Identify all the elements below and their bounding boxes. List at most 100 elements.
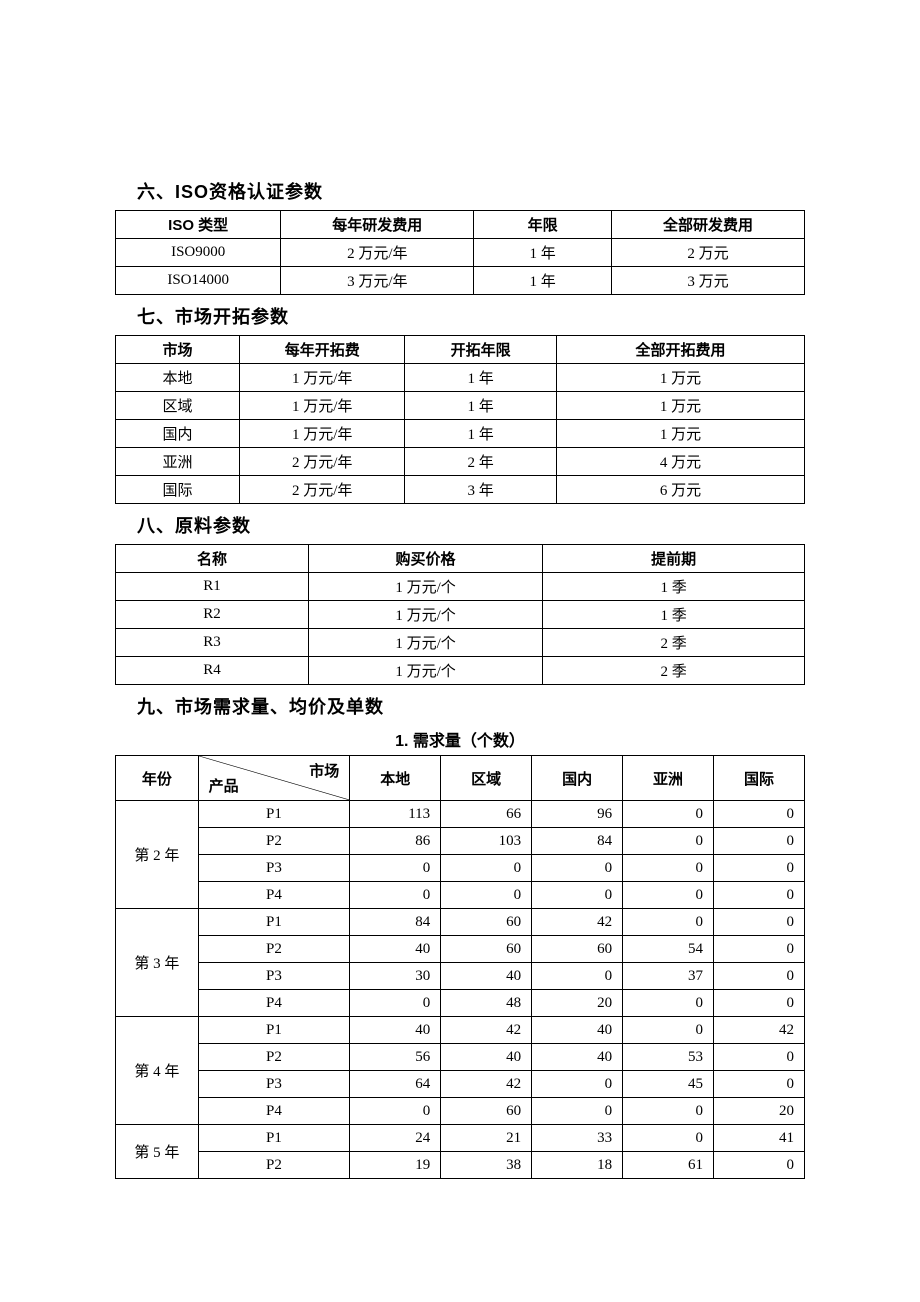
table-row: 国际2 万元/年3 年6 万元 bbox=[116, 476, 805, 504]
section6-heading: 六、ISO资格认证参数 bbox=[137, 178, 805, 204]
market-col-header: 国际 bbox=[714, 756, 805, 801]
value-cell: 42 bbox=[441, 1017, 532, 1044]
market-col-header: 国内 bbox=[532, 756, 623, 801]
product-cell: P2 bbox=[198, 1044, 350, 1071]
value-cell: 60 bbox=[532, 936, 623, 963]
column-header: 每年研发费用 bbox=[281, 211, 474, 239]
market-col-header: 区域 bbox=[441, 756, 532, 801]
value-cell: 48 bbox=[441, 990, 532, 1017]
product-cell: P3 bbox=[198, 1071, 350, 1098]
value-cell: 0 bbox=[532, 855, 623, 882]
table-cell: 1 万元/个 bbox=[308, 657, 542, 685]
column-header: 名称 bbox=[116, 545, 309, 573]
value-cell: 0 bbox=[350, 990, 441, 1017]
table-cell: 1 万元/年 bbox=[240, 364, 405, 392]
diagonal-header: 市场 产品 bbox=[198, 756, 350, 801]
market-col-header: 亚洲 bbox=[623, 756, 714, 801]
value-cell: 0 bbox=[714, 909, 805, 936]
diagonal-bottom-label: 产品 bbox=[209, 775, 239, 796]
table-cell: 1 年 bbox=[474, 239, 612, 267]
table-cell: 1 万元/个 bbox=[308, 601, 542, 629]
table-cell: 3 万元/年 bbox=[281, 267, 474, 295]
value-cell: 30 bbox=[350, 963, 441, 990]
value-cell: 42 bbox=[441, 1071, 532, 1098]
table-cell: 本地 bbox=[116, 364, 240, 392]
value-cell: 0 bbox=[350, 882, 441, 909]
table-cell: 区域 bbox=[116, 392, 240, 420]
table-row: P400000 bbox=[116, 882, 805, 909]
column-header: 提前期 bbox=[543, 545, 805, 573]
table-cell: 3 万元 bbox=[612, 267, 805, 295]
value-cell: 60 bbox=[441, 1098, 532, 1125]
year-cell: 第 5 年 bbox=[116, 1125, 199, 1179]
product-cell: P1 bbox=[198, 1125, 350, 1152]
table-row: 第 5 年P1242133041 bbox=[116, 1125, 805, 1152]
column-header: 购买价格 bbox=[308, 545, 542, 573]
value-cell: 96 bbox=[532, 801, 623, 828]
value-cell: 0 bbox=[623, 909, 714, 936]
table-cell: 2 万元/年 bbox=[240, 476, 405, 504]
value-cell: 40 bbox=[532, 1017, 623, 1044]
table-cell: 1 万元 bbox=[556, 420, 804, 448]
column-header: 市场 bbox=[116, 336, 240, 364]
table-cell: 1 年 bbox=[405, 420, 557, 448]
value-cell: 0 bbox=[623, 1098, 714, 1125]
value-cell: 113 bbox=[350, 801, 441, 828]
year-cell: 第 2 年 bbox=[116, 801, 199, 909]
table-row: 第 2 年P1113669600 bbox=[116, 801, 805, 828]
table-cell: 3 年 bbox=[405, 476, 557, 504]
value-cell: 84 bbox=[350, 909, 441, 936]
value-cell: 0 bbox=[714, 801, 805, 828]
table-cell: 4 万元 bbox=[556, 448, 804, 476]
table-row: P330400370 bbox=[116, 963, 805, 990]
table-cell: 1 年 bbox=[474, 267, 612, 295]
table-cell: 2 年 bbox=[405, 448, 557, 476]
table-row: 第 3 年P184604200 bbox=[116, 909, 805, 936]
table-cell: R2 bbox=[116, 601, 309, 629]
value-cell: 20 bbox=[532, 990, 623, 1017]
value-cell: 0 bbox=[714, 963, 805, 990]
table-cell: 1 季 bbox=[543, 601, 805, 629]
market-col-header: 本地 bbox=[350, 756, 441, 801]
value-cell: 54 bbox=[623, 936, 714, 963]
product-cell: P2 bbox=[198, 1152, 350, 1179]
value-cell: 40 bbox=[441, 1044, 532, 1071]
product-cell: P4 bbox=[198, 1098, 350, 1125]
value-cell: 0 bbox=[441, 882, 532, 909]
table-row: R21 万元/个1 季 bbox=[116, 601, 805, 629]
table-cell: 1 万元/年 bbox=[240, 392, 405, 420]
table-row: R11 万元/个1 季 bbox=[116, 573, 805, 601]
table-cell: 1 万元/个 bbox=[308, 573, 542, 601]
table-cell: 2 季 bbox=[543, 629, 805, 657]
table-row: P364420450 bbox=[116, 1071, 805, 1098]
material-params-table: 名称购买价格提前期 R11 万元/个1 季R21 万元/个1 季R31 万元/个… bbox=[115, 544, 805, 685]
value-cell: 0 bbox=[623, 855, 714, 882]
year-cell: 第 3 年 bbox=[116, 909, 199, 1017]
value-cell: 0 bbox=[623, 1125, 714, 1152]
value-cell: 0 bbox=[623, 801, 714, 828]
demand-table: 年份 市场 产品 本地 区域 国内 亚洲 国际 第 2 年P1113669600… bbox=[115, 755, 805, 1179]
table-row: P2193818610 bbox=[116, 1152, 805, 1179]
value-cell: 40 bbox=[350, 936, 441, 963]
value-cell: 64 bbox=[350, 1071, 441, 1098]
value-cell: 0 bbox=[714, 828, 805, 855]
table-cell: R3 bbox=[116, 629, 309, 657]
value-cell: 86 bbox=[350, 828, 441, 855]
value-cell: 0 bbox=[532, 1098, 623, 1125]
table-row: P2564040530 bbox=[116, 1044, 805, 1071]
value-cell: 56 bbox=[350, 1044, 441, 1071]
value-cell: 40 bbox=[532, 1044, 623, 1071]
value-cell: 42 bbox=[714, 1017, 805, 1044]
product-cell: P2 bbox=[198, 828, 350, 855]
product-cell: P3 bbox=[198, 963, 350, 990]
table-row: P2861038400 bbox=[116, 828, 805, 855]
value-cell: 0 bbox=[532, 882, 623, 909]
product-cell: P2 bbox=[198, 936, 350, 963]
table-cell: 6 万元 bbox=[556, 476, 804, 504]
table-row: ISO90002 万元/年1 年2 万元 bbox=[116, 239, 805, 267]
value-cell: 33 bbox=[532, 1125, 623, 1152]
value-cell: 66 bbox=[441, 801, 532, 828]
value-cell: 84 bbox=[532, 828, 623, 855]
value-cell: 0 bbox=[441, 855, 532, 882]
product-cell: P1 bbox=[198, 1017, 350, 1044]
